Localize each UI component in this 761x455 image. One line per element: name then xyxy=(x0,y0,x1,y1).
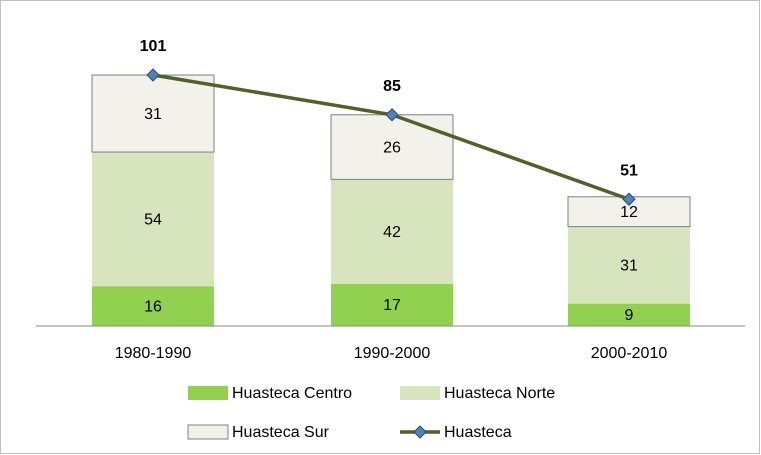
bar-segment xyxy=(568,303,690,326)
legend-label: Huasteca xyxy=(444,424,512,441)
data-label: 42 xyxy=(383,224,401,241)
bar-segment xyxy=(92,152,214,287)
data-label: 9 xyxy=(625,307,634,324)
line-value-label: 101 xyxy=(140,38,167,55)
data-label: 31 xyxy=(620,257,638,274)
legend-swatch xyxy=(187,424,229,440)
legend-label: Huasteca Sur xyxy=(232,424,330,441)
data-label: 31 xyxy=(144,106,162,123)
bar-segment xyxy=(92,286,214,326)
legend-swatch xyxy=(400,386,440,400)
line-value-label: 51 xyxy=(620,162,638,179)
data-label: 26 xyxy=(383,139,401,156)
x-tick-label: 2000-2010 xyxy=(591,345,668,362)
data-label: 16 xyxy=(144,298,162,315)
marker xyxy=(413,425,427,439)
legend-swatch xyxy=(188,386,228,400)
legend-label: Huasteca Norte xyxy=(444,385,555,402)
marker xyxy=(146,68,160,82)
marker xyxy=(385,108,399,122)
x-tick-label: 1990-2000 xyxy=(354,345,431,362)
x-tick-label: 1980-1990 xyxy=(115,345,192,362)
data-label: 54 xyxy=(144,211,162,228)
legend-label: Huasteca Centro xyxy=(232,385,352,402)
bar-segment xyxy=(331,283,453,326)
bar-segment xyxy=(91,74,215,153)
line-value-label: 85 xyxy=(383,78,401,95)
bar-segment xyxy=(331,179,453,284)
data-label: 17 xyxy=(383,297,401,314)
bar-segment xyxy=(568,226,690,304)
data-label: 12 xyxy=(620,204,638,221)
marker xyxy=(622,192,636,206)
